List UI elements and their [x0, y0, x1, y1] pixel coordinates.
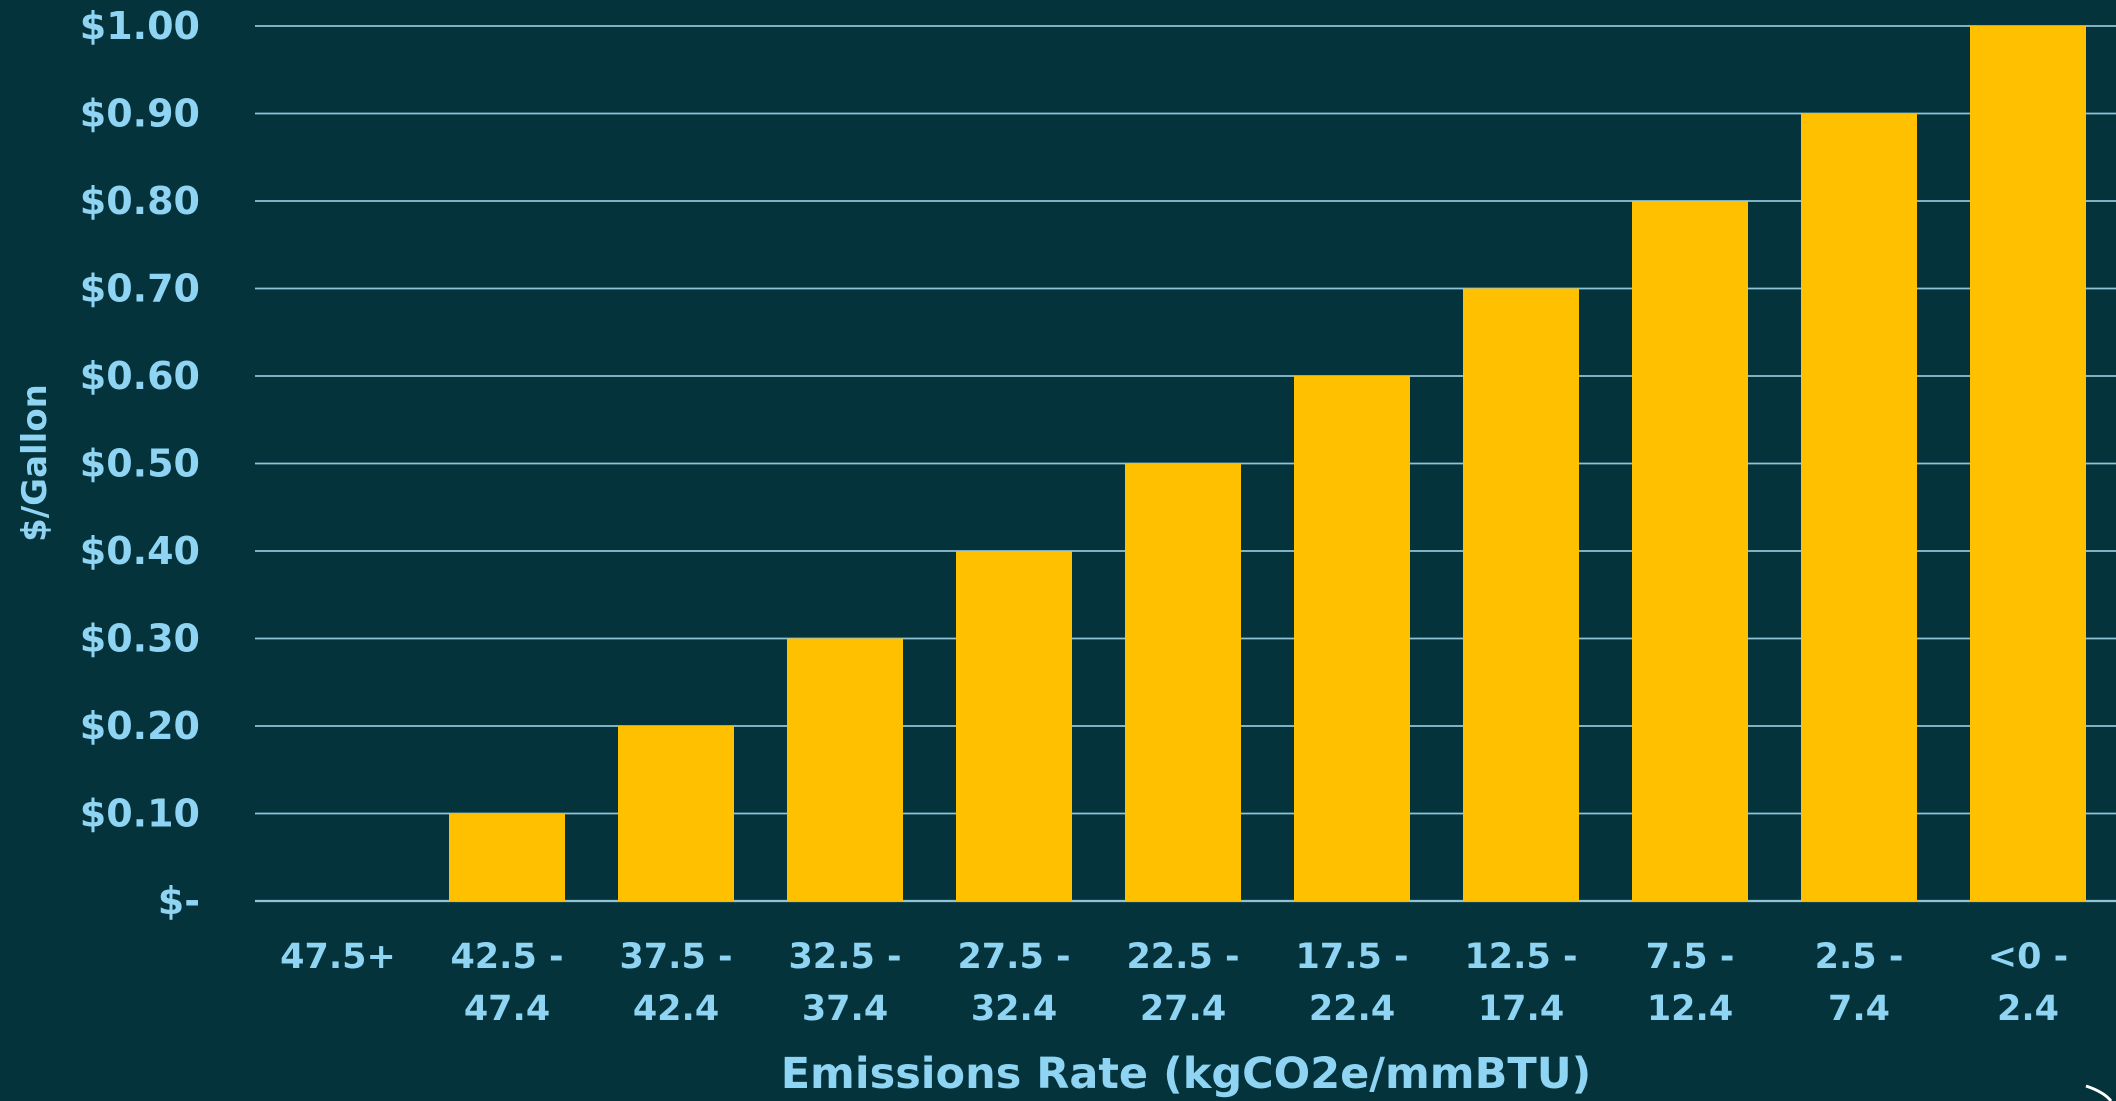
x-axis-title: Emissions Rate (kgCO2e/mmBTU) — [781, 1049, 1592, 1099]
x-axis-ticks: 47.5+ 42.5 - 47.4 37.5 - 42.4 32.5 - 37.4 27.5 … — [280, 937, 2068, 1029]
bar — [618, 726, 734, 901]
x-tick-label: 2.5 - 7.4 — [1815, 937, 1904, 1029]
bar — [1463, 288, 1579, 901]
y-tick-label: $0.40 — [80, 529, 200, 573]
x-tick-label-line: 47.4 — [464, 989, 550, 1029]
x-tick-label-line: 37.4 — [802, 989, 888, 1029]
x-tick-label: 32.5 - 37.4 — [788, 937, 901, 1029]
bars — [449, 26, 2086, 901]
x-tick-label: 22.5 - 27.4 — [1126, 937, 1239, 1029]
x-tick-label: 27.5 - 32.4 — [957, 937, 1070, 1029]
y-axis-title: $/Gallon — [15, 384, 55, 542]
x-tick-label-line: 22.4 — [1309, 989, 1395, 1029]
x-tick-label-line: <0 - — [1988, 937, 2068, 977]
x-tick-label-line: 17.5 - — [1295, 937, 1408, 977]
x-tick-label-line: 7.4 — [1828, 989, 1890, 1029]
x-tick-label-line: 27.4 — [1140, 989, 1226, 1029]
y-tick-label: $0.10 — [80, 792, 200, 836]
x-tick-label: 12.5 - 17.4 — [1464, 937, 1577, 1029]
bar — [1632, 201, 1748, 901]
x-tick-label: 47.5+ — [280, 937, 396, 977]
y-tick-label: $0.20 — [80, 704, 200, 748]
bar — [956, 551, 1072, 901]
bar — [787, 638, 903, 901]
x-tick-label-line: 17.4 — [1478, 989, 1564, 1029]
y-tick-label: $- — [158, 879, 200, 923]
x-tick-label-line: 32.5 - — [788, 937, 901, 977]
corner-arc-mark — [2085, 1084, 2113, 1101]
bar — [449, 813, 565, 901]
x-tick-label: 17.5 - 22.4 — [1295, 937, 1408, 1029]
bar — [1294, 376, 1410, 901]
y-tick-label: $0.70 — [80, 267, 200, 311]
y-tick-label: $0.50 — [80, 442, 200, 486]
bar — [1970, 26, 2086, 901]
x-tick-label-line: 42.4 — [633, 989, 719, 1029]
y-tick-label: $0.60 — [80, 354, 200, 398]
x-tick-label: 42.5 - 47.4 — [450, 937, 563, 1029]
bar — [1801, 113, 1917, 901]
x-tick-label-line: 32.4 — [971, 989, 1057, 1029]
x-tick-label: 37.5 - 42.4 — [619, 937, 732, 1029]
x-tick-label-line: 27.5 - — [957, 937, 1070, 977]
x-tick-label: <0 - 2.4 — [1988, 937, 2068, 1029]
x-tick-label-line: 12.5 - — [1464, 937, 1577, 977]
x-tick-label-line: 7.5 - — [1646, 937, 1735, 977]
x-tick-label-line: 47.5+ — [280, 937, 396, 977]
bar — [1125, 463, 1241, 901]
x-tick-label-line: 42.5 - — [450, 937, 563, 977]
y-tick-label: $0.30 — [80, 617, 200, 661]
y-tick-label: $0.90 — [80, 92, 200, 136]
x-tick-label: 7.5 - 12.4 — [1646, 937, 1735, 1029]
y-axis-ticks: $- $0.10 $0.20 $0.30 $0.40 $0.50 $0.60 $0.70 $0.… — [80, 4, 200, 923]
x-tick-label-line: 2.4 — [1997, 989, 2059, 1029]
y-tick-label: $0.80 — [80, 179, 200, 223]
x-tick-label-line: 37.5 - — [619, 937, 732, 977]
x-tick-label-line: 22.5 - — [1126, 937, 1239, 977]
y-tick-label: $1.00 — [80, 4, 200, 48]
x-tick-label-line: 12.4 — [1647, 989, 1733, 1029]
x-tick-label-line: 2.5 - — [1815, 937, 1904, 977]
